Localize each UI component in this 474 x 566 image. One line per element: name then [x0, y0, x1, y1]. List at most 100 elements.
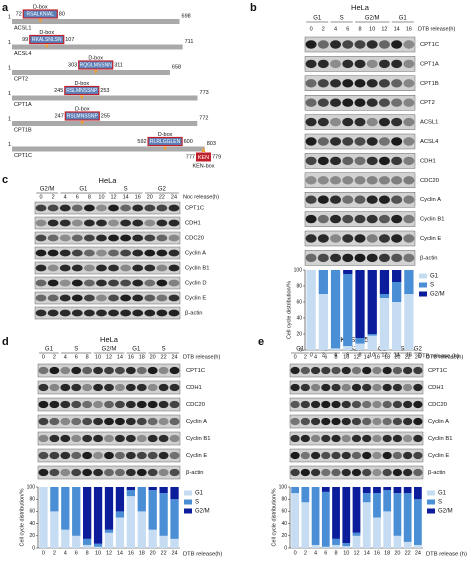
blot-band	[96, 204, 107, 212]
bar-segment	[332, 487, 340, 539]
legend-label: S	[430, 283, 434, 289]
phase-label: G1	[399, 16, 408, 22]
blot-band	[372, 366, 382, 375]
bar-segment	[392, 302, 402, 350]
blot-band	[354, 156, 366, 166]
protein-label: Cyclin A	[186, 419, 207, 425]
bar-segment	[115, 517, 125, 548]
phase-label: S	[401, 347, 405, 353]
blot-band	[382, 417, 392, 426]
bar-segment	[352, 487, 361, 533]
time-label: 4	[314, 354, 317, 360]
blot-band	[321, 451, 331, 460]
bar-segment	[318, 270, 328, 294]
x-tick-label: 6	[324, 550, 327, 556]
time-label: 20	[150, 354, 156, 360]
blot-band	[403, 214, 415, 224]
y-tick-label: 60	[281, 509, 287, 515]
blot-band	[156, 309, 168, 317]
bar-segment	[379, 298, 390, 350]
blot-band	[341, 417, 351, 426]
blot-band	[38, 400, 49, 409]
blot-band	[378, 137, 390, 146]
cell-line: HeLa	[99, 176, 118, 185]
blot-band	[354, 98, 366, 107]
blot-band	[341, 434, 351, 443]
blot-band	[331, 434, 341, 443]
protein-start: 1	[8, 40, 11, 46]
protein-label: CPT1C	[185, 206, 204, 212]
blot-band	[310, 451, 321, 460]
bar-segment	[373, 487, 381, 494]
blot-band	[96, 264, 107, 272]
blot-band	[49, 366, 60, 375]
bar-segment	[367, 335, 377, 350]
blot-band	[96, 219, 107, 227]
time-label: 0	[42, 354, 45, 360]
blot-band	[136, 468, 147, 477]
bar-segment	[342, 546, 351, 548]
protein-label: CPT1C	[428, 368, 447, 374]
bar-segment	[367, 270, 377, 334]
bar-segment	[404, 270, 414, 294]
bar-segment	[413, 544, 422, 548]
blot-band	[35, 279, 47, 287]
protein-label: β-actin	[428, 470, 446, 476]
protein-label: Cyclin B1	[428, 436, 452, 442]
blot-band	[96, 234, 107, 242]
blot-band	[317, 79, 329, 88]
blot-band	[321, 366, 331, 375]
blot-band	[71, 417, 82, 426]
motif-end: 255	[101, 113, 110, 119]
time-label: 16	[128, 354, 134, 360]
blot-band	[317, 156, 329, 166]
blot-band	[378, 253, 390, 263]
x-tick-label: 14	[394, 352, 400, 358]
blot-band	[403, 137, 415, 146]
protein-start: 1	[8, 142, 11, 148]
blot-band	[366, 195, 378, 204]
bar-segment	[39, 487, 48, 548]
time-label: 10	[95, 354, 101, 360]
legend-swatch	[184, 499, 192, 505]
blot-band	[125, 434, 136, 443]
blot-band	[317, 253, 329, 263]
x-tick-label: 20	[394, 550, 400, 556]
blot-band	[120, 204, 132, 212]
bar-segment	[148, 487, 157, 491]
y-tick-label: 0	[284, 545, 287, 551]
blot-band	[366, 137, 378, 146]
blot-band	[104, 451, 114, 460]
blot-band	[321, 434, 331, 443]
phase-label: G2	[158, 187, 167, 193]
blot-band	[391, 98, 403, 107]
x-tick-label: 2	[322, 352, 325, 358]
blot-band	[59, 249, 71, 257]
motif-box	[147, 136, 183, 147]
protein-start: 1	[8, 14, 11, 20]
protein-label: Cyclin A	[420, 197, 441, 203]
y-tick-label: 100	[279, 484, 288, 490]
protein-label: CDC20	[186, 402, 205, 408]
blot-band	[391, 156, 403, 166]
blot-band	[168, 309, 180, 317]
blot-band	[392, 400, 403, 409]
protein-label: ACSL4	[420, 139, 439, 145]
blot-band	[59, 204, 71, 212]
blot-band	[125, 417, 136, 426]
blot-band	[156, 279, 168, 287]
motif-start: 777	[186, 154, 195, 160]
blot-band	[59, 219, 71, 227]
blot-band	[317, 195, 329, 204]
blot-band	[120, 309, 132, 317]
blot-band	[403, 117, 415, 127]
blot-band	[331, 400, 341, 409]
blot-band	[71, 264, 83, 272]
x-tick-label: 4	[314, 550, 317, 556]
legend-label: G1	[195, 491, 204, 497]
blot-band	[354, 195, 366, 204]
blot-band	[96, 294, 107, 302]
blot-band	[342, 214, 354, 224]
blot-band	[49, 451, 60, 460]
blot-band	[378, 195, 390, 204]
